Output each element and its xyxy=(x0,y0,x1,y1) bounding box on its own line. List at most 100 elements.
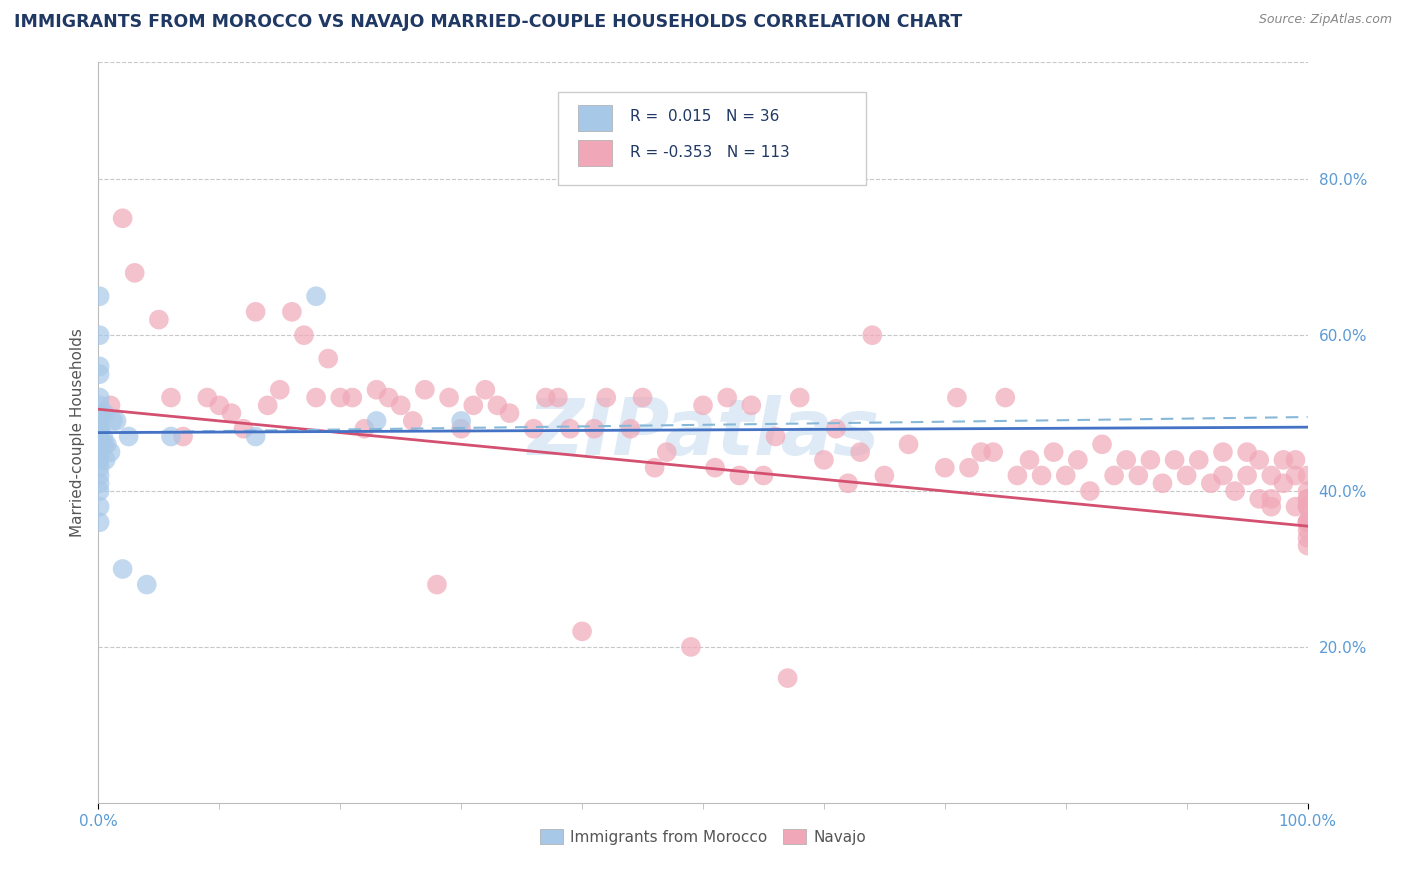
Point xyxy=(1284,453,1306,467)
Point xyxy=(1296,515,1319,529)
Text: R = -0.353   N = 113: R = -0.353 N = 113 xyxy=(630,145,790,161)
Point xyxy=(94,453,117,467)
Point xyxy=(389,398,412,412)
Point xyxy=(89,422,111,436)
Point xyxy=(644,460,666,475)
Legend: Immigrants from Morocco, Navajo: Immigrants from Morocco, Navajo xyxy=(534,823,872,851)
Point xyxy=(1249,453,1271,467)
Text: ZIPatlas: ZIPatlas xyxy=(527,394,879,471)
Point xyxy=(100,398,122,412)
Point xyxy=(111,562,134,576)
FancyBboxPatch shape xyxy=(558,92,866,185)
FancyBboxPatch shape xyxy=(578,105,613,131)
Point xyxy=(89,460,111,475)
Text: IMMIGRANTS FROM MOROCCO VS NAVAJO MARRIED-COUPLE HOUSEHOLDS CORRELATION CHART: IMMIGRANTS FROM MOROCCO VS NAVAJO MARRIE… xyxy=(14,13,962,31)
Point xyxy=(498,406,520,420)
Point xyxy=(89,476,111,491)
Text: Source: ZipAtlas.com: Source: ZipAtlas.com xyxy=(1258,13,1392,27)
Point xyxy=(89,367,111,381)
Point xyxy=(1272,453,1295,467)
FancyBboxPatch shape xyxy=(578,140,613,166)
Point xyxy=(89,359,111,374)
Point xyxy=(837,476,859,491)
Point xyxy=(1260,491,1282,506)
Point xyxy=(1296,500,1319,514)
Point xyxy=(728,468,751,483)
Point xyxy=(93,437,115,451)
Point xyxy=(716,391,738,405)
Point xyxy=(1163,453,1185,467)
Point xyxy=(402,414,425,428)
Point xyxy=(981,445,1004,459)
Point xyxy=(1091,437,1114,451)
Point xyxy=(1175,468,1198,483)
Point xyxy=(172,429,194,443)
Point xyxy=(873,468,896,483)
Point xyxy=(89,468,111,483)
Point xyxy=(583,422,606,436)
Point xyxy=(195,391,218,405)
Point xyxy=(1007,468,1029,483)
Point xyxy=(353,422,375,436)
Point xyxy=(679,640,702,654)
Point xyxy=(740,398,762,412)
Point xyxy=(1188,453,1211,467)
Point xyxy=(1018,453,1040,467)
Point xyxy=(1212,468,1234,483)
Point xyxy=(619,422,641,436)
Point xyxy=(232,422,254,436)
Point xyxy=(89,414,111,428)
Point xyxy=(1296,523,1319,537)
Point xyxy=(752,468,775,483)
Point xyxy=(89,500,111,514)
Point xyxy=(970,445,993,459)
Point xyxy=(450,422,472,436)
Point xyxy=(1042,445,1064,459)
Point xyxy=(208,398,231,412)
Point xyxy=(1260,500,1282,514)
Point xyxy=(692,398,714,412)
Point xyxy=(305,289,328,303)
Point xyxy=(89,289,111,303)
Point xyxy=(1296,515,1319,529)
Point xyxy=(89,429,111,443)
Point xyxy=(558,422,581,436)
Point xyxy=(450,414,472,428)
Point xyxy=(789,391,811,405)
Point xyxy=(1102,468,1125,483)
Point xyxy=(1212,445,1234,459)
Point xyxy=(221,406,243,420)
Point xyxy=(89,445,111,459)
Point xyxy=(776,671,799,685)
Point xyxy=(994,391,1017,405)
Point xyxy=(1296,539,1319,553)
Point xyxy=(1284,468,1306,483)
Point xyxy=(1296,500,1319,514)
Point xyxy=(316,351,339,366)
Y-axis label: Married-couple Households: Married-couple Households xyxy=(69,328,84,537)
Point xyxy=(849,445,872,459)
Point xyxy=(655,445,678,459)
Point xyxy=(1296,491,1319,506)
Point xyxy=(135,577,157,591)
Point xyxy=(571,624,593,639)
Point xyxy=(160,391,183,405)
Point xyxy=(245,429,267,443)
Point xyxy=(1296,491,1319,506)
Point xyxy=(934,460,956,475)
Point xyxy=(105,414,128,428)
Point xyxy=(245,305,267,319)
Point xyxy=(148,312,170,326)
Point xyxy=(342,391,364,405)
Point xyxy=(860,328,883,343)
Point xyxy=(957,460,980,475)
Point xyxy=(813,453,835,467)
Point xyxy=(825,422,848,436)
Point xyxy=(631,391,654,405)
Point xyxy=(523,422,546,436)
Point xyxy=(1296,500,1319,514)
Point xyxy=(1236,468,1258,483)
Point xyxy=(93,406,115,420)
Point xyxy=(89,453,111,467)
Point xyxy=(897,437,920,451)
